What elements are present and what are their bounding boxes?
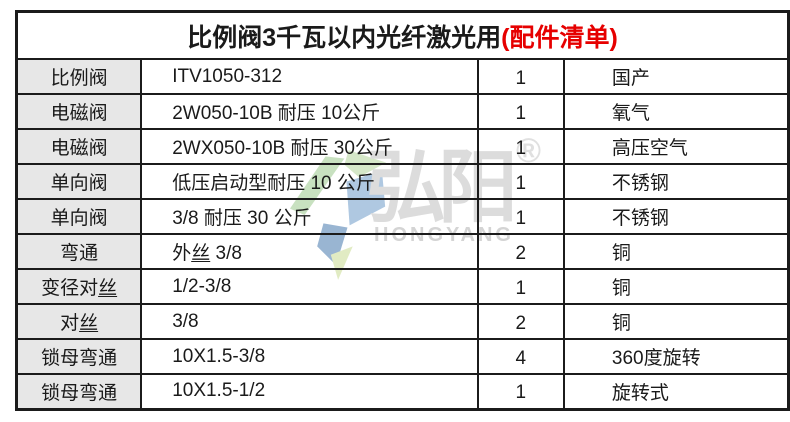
cell-remark: 氧气	[562, 93, 790, 130]
cell-spec: ITV1050-312	[140, 58, 479, 95]
table-row: 单向阀 3/8 耐压 30 公斤 1 不锈钢	[15, 198, 790, 235]
cell-remark: 旋转式	[562, 373, 790, 410]
cell-item: 对丝	[15, 303, 143, 340]
cell-qty: 1	[476, 128, 565, 165]
cell-qty: 1	[476, 373, 565, 410]
page-title-highlight: (配件清单)	[501, 23, 618, 52]
table-row: 锁母弯通 10X1.5-3/8 4 360度旋转	[15, 338, 790, 375]
cell-spec: 2W050-10B 耐压 10公斤	[140, 93, 479, 130]
cell-qty: 2	[476, 303, 565, 340]
cell-remark: 铜	[562, 233, 790, 270]
cell-qty: 1	[476, 198, 565, 235]
cell-qty: 4	[476, 338, 565, 375]
table-row: 电磁阀 2W050-10B 耐压 10公斤 1 氧气	[15, 93, 790, 130]
cell-spec: 1/2-3/8	[140, 268, 479, 305]
cell-spec: 10X1.5-3/8	[140, 338, 479, 375]
cell-qty: 1	[476, 163, 565, 200]
cell-item: 比例阀	[15, 58, 143, 95]
cell-remark: 不锈钢	[562, 198, 790, 235]
cell-remark: 不锈钢	[562, 163, 790, 200]
cell-remark: 360度旋转	[562, 338, 790, 375]
cell-item: 电磁阀	[15, 93, 143, 130]
page-title-main: 比例阀3千瓦以内光纤激光用	[187, 23, 502, 52]
table-row: 比例阀 ITV1050-312 1 国产	[15, 58, 790, 95]
page-title: 比例阀3千瓦以内光纤激光用(配件清单)	[15, 10, 790, 60]
cell-spec: 10X1.5-1/2	[140, 373, 479, 410]
cell-item: 弯通	[15, 233, 143, 270]
cell-item: 单向阀	[15, 163, 143, 200]
table-row: 弯通 外丝 3/8 2 铜	[15, 233, 790, 270]
cell-spec: 2WX050-10B 耐压 30公斤	[140, 128, 479, 165]
table-row: 锁母弯通 10X1.5-1/2 1 旋转式	[15, 373, 790, 410]
cell-qty: 1	[476, 58, 565, 95]
table-row: 单向阀 低压启动型耐压 10 公斤 1 不锈钢	[15, 163, 790, 200]
table-title-row: 比例阀3千瓦以内光纤激光用(配件清单)	[15, 10, 790, 60]
cell-qty: 2	[476, 233, 565, 270]
cell-item: 电磁阀	[15, 128, 143, 165]
cell-remark: 高压空气	[562, 128, 790, 165]
cell-qty: 1	[476, 93, 565, 130]
table-row: 电磁阀 2WX050-10B 耐压 30公斤 1 高压空气	[15, 128, 790, 165]
cell-item: 锁母弯通	[15, 338, 143, 375]
cell-spec: 低压启动型耐压 10 公斤	[140, 163, 479, 200]
cell-remark: 国产	[562, 58, 790, 95]
cell-spec: 外丝 3/8	[140, 233, 479, 270]
cell-item: 变径对丝	[15, 268, 143, 305]
cell-item: 单向阀	[15, 198, 143, 235]
cell-remark: 铜	[562, 268, 790, 305]
cell-qty: 1	[476, 268, 565, 305]
cell-spec: 3/8	[140, 303, 479, 340]
cell-remark: 铜	[562, 303, 790, 340]
table-row: 变径对丝 1/2-3/8 1 铜	[15, 268, 790, 305]
cell-spec: 3/8 耐压 30 公斤	[140, 198, 479, 235]
parts-table: 比例阀3千瓦以内光纤激光用(配件清单) 比例阀 ITV1050-312 1 国产…	[15, 10, 790, 411]
table-row: 对丝 3/8 2 铜	[15, 303, 790, 340]
cell-item: 锁母弯通	[15, 373, 143, 410]
